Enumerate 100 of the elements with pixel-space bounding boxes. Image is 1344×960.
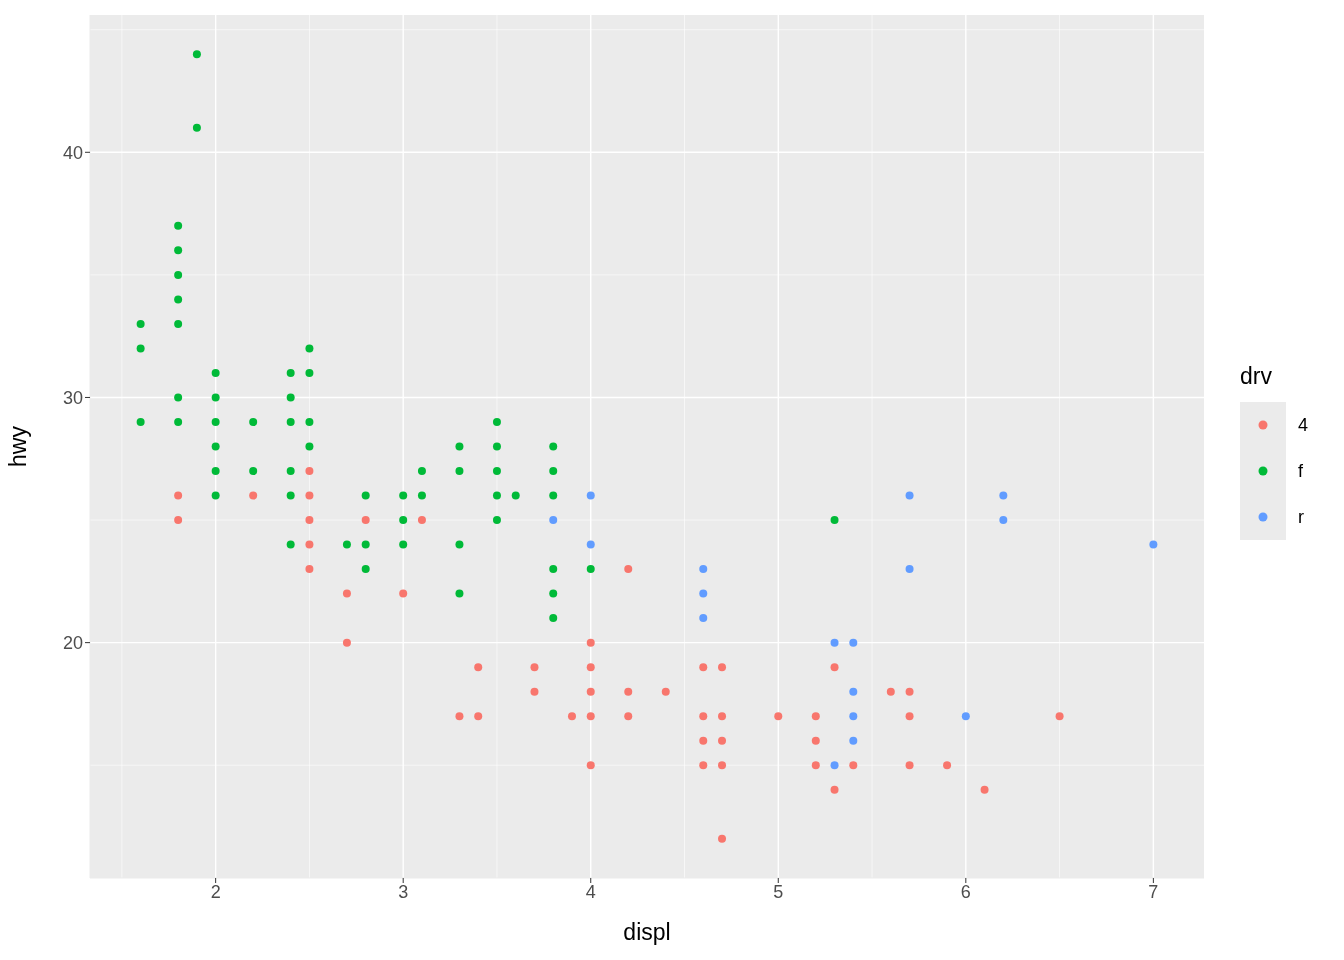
point	[905, 687, 914, 696]
point	[586, 638, 595, 647]
point	[342, 638, 351, 647]
point	[961, 712, 970, 721]
legend-label: r	[1298, 506, 1304, 528]
point	[1149, 540, 1158, 549]
point	[211, 442, 220, 451]
point	[342, 589, 351, 598]
y-tick-label: 20	[62, 633, 83, 654]
point	[174, 246, 183, 255]
point	[286, 417, 295, 426]
point	[905, 491, 914, 500]
point	[492, 516, 501, 525]
point	[399, 540, 408, 549]
point	[342, 540, 351, 549]
point	[699, 712, 708, 721]
point	[361, 540, 370, 549]
point	[174, 417, 183, 426]
point	[417, 516, 426, 525]
point	[249, 491, 258, 500]
point	[774, 712, 783, 721]
point	[699, 761, 708, 770]
point	[417, 467, 426, 476]
point	[455, 589, 464, 598]
point	[567, 712, 576, 721]
point	[980, 785, 989, 794]
point	[530, 663, 539, 672]
point	[305, 442, 314, 451]
point	[905, 761, 914, 770]
point	[586, 565, 595, 574]
point	[811, 736, 820, 745]
point	[905, 565, 914, 574]
point	[174, 270, 183, 279]
point	[474, 663, 483, 672]
point	[699, 614, 708, 623]
point	[718, 834, 727, 843]
point	[718, 761, 727, 770]
point	[849, 712, 858, 721]
point	[474, 712, 483, 721]
point	[830, 785, 839, 794]
point	[286, 368, 295, 377]
point	[830, 638, 839, 647]
point	[718, 736, 727, 745]
point	[305, 540, 314, 549]
point	[174, 393, 183, 402]
point	[305, 417, 314, 426]
point	[830, 761, 839, 770]
point	[286, 393, 295, 402]
point	[549, 614, 558, 623]
point	[830, 663, 839, 672]
point	[849, 638, 858, 647]
point	[455, 540, 464, 549]
point	[211, 491, 220, 500]
point	[249, 417, 258, 426]
point	[399, 491, 408, 500]
point	[586, 491, 595, 500]
point	[905, 712, 914, 721]
point	[174, 221, 183, 230]
point	[830, 516, 839, 525]
point	[361, 491, 370, 500]
point	[492, 467, 501, 476]
point	[511, 491, 520, 500]
x-tick-label: 5	[773, 881, 784, 902]
point	[549, 491, 558, 500]
point	[549, 565, 558, 574]
point	[211, 393, 220, 402]
point	[586, 712, 595, 721]
point	[999, 516, 1008, 525]
point	[136, 319, 145, 328]
point	[718, 712, 727, 721]
point	[549, 589, 558, 598]
point	[305, 565, 314, 574]
point	[174, 319, 183, 328]
point	[492, 417, 501, 426]
point	[136, 417, 145, 426]
point	[586, 540, 595, 549]
legend-label: 4	[1298, 414, 1309, 436]
point	[624, 565, 633, 574]
point	[399, 589, 408, 598]
point	[849, 761, 858, 770]
point	[455, 712, 464, 721]
point	[586, 761, 595, 770]
point	[886, 687, 895, 696]
point	[849, 687, 858, 696]
point	[192, 50, 201, 59]
point	[305, 516, 314, 525]
point	[192, 123, 201, 132]
point	[999, 491, 1008, 500]
point	[286, 491, 295, 500]
y-axis-title: hwy	[5, 425, 32, 467]
point	[399, 516, 408, 525]
point	[586, 663, 595, 672]
point	[530, 687, 539, 696]
point	[211, 368, 220, 377]
point	[174, 491, 183, 500]
point	[249, 467, 258, 476]
y-tick-label: 30	[62, 387, 83, 408]
point	[305, 467, 314, 476]
point	[943, 761, 952, 770]
point	[492, 491, 501, 500]
